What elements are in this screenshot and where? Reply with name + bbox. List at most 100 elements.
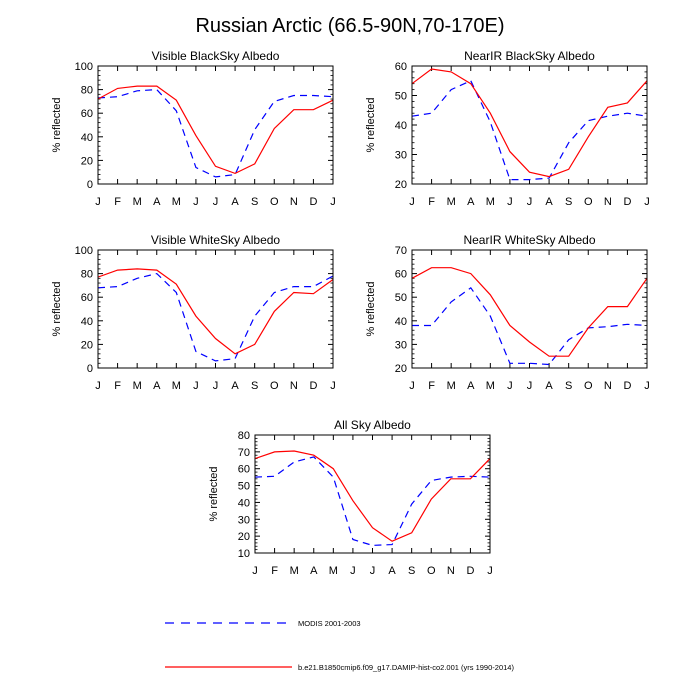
x-tick-label: J (193, 380, 199, 392)
x-tick-label: N (290, 380, 298, 392)
x-tick-label: O (270, 380, 279, 392)
x-tick-label: N (604, 380, 612, 392)
y-tick-label: 60 (395, 269, 407, 281)
series-line-modis (412, 80, 647, 181)
x-tick-label: A (153, 196, 161, 208)
x-tick-label: S (408, 565, 415, 577)
x-tick-label: D (309, 380, 317, 392)
x-tick-label: N (604, 196, 612, 208)
x-tick-label: F (271, 565, 278, 577)
x-tick-label: J (213, 196, 219, 208)
x-tick-label: N (290, 196, 298, 208)
y-axis-label: % reflected (208, 466, 220, 521)
x-tick-label: O (270, 196, 279, 208)
y-tick-label: 0 (87, 363, 93, 375)
x-tick-label: J (527, 380, 533, 392)
x-tick-label: D (309, 196, 317, 208)
x-tick-label: S (251, 196, 258, 208)
y-tick-label: 60 (395, 61, 407, 73)
panel-title: All Sky Albedo (334, 418, 411, 432)
chart-panel-2: NearIR BlackSky Albedo % reflected 20 30 40 5… (365, 49, 650, 208)
y-tick-label: 20 (81, 155, 93, 167)
y-tick-label: 70 (395, 245, 407, 257)
x-tick-label: A (231, 380, 239, 392)
y-tick-label: 80 (81, 85, 93, 97)
figure-title: Russian Arctic (66.5-90N,70-170E) (195, 15, 504, 37)
y-axis-label: % reflected (51, 281, 63, 336)
x-tick-label: S (565, 380, 572, 392)
x-tick-label: S (565, 196, 572, 208)
x-tick-label: A (545, 196, 553, 208)
series-line-model (412, 68, 647, 178)
x-tick-label: J (252, 565, 258, 577)
series-line-model (412, 267, 647, 357)
x-tick-label: J (370, 565, 376, 577)
series-line-modis (98, 88, 333, 178)
y-tick-label: 40 (81, 316, 93, 328)
y-tick-label: 60 (238, 464, 250, 476)
x-tick-label: A (467, 196, 475, 208)
y-tick-label: 40 (238, 497, 250, 509)
y-tick-label: 50 (238, 481, 250, 493)
x-tick-label: A (310, 565, 318, 577)
panel-title: Visible BlackSky Albedo (152, 49, 280, 63)
y-tick-label: 70 (238, 447, 250, 459)
x-tick-label: D (466, 565, 474, 577)
x-tick-label: M (486, 196, 495, 208)
x-tick-label: A (153, 380, 161, 392)
x-tick-label: F (114, 380, 121, 392)
x-tick-label: J (527, 196, 533, 208)
y-tick-label: 60 (81, 108, 93, 120)
x-tick-label: O (584, 196, 593, 208)
y-tick-label: 80 (81, 269, 93, 281)
x-tick-label: A (545, 380, 553, 392)
y-tick-label: 40 (81, 132, 93, 144)
y-axis-label: % reflected (51, 97, 63, 152)
x-tick-label: J (193, 196, 199, 208)
series-line-modis (412, 286, 647, 366)
x-tick-label: D (623, 196, 631, 208)
x-tick-label: M (447, 196, 456, 208)
x-tick-label: M (329, 565, 338, 577)
plot-frame (97, 249, 334, 369)
y-tick-label: 30 (238, 514, 250, 526)
x-tick-label: O (584, 380, 593, 392)
x-tick-label: J (409, 380, 415, 392)
x-tick-label: F (114, 196, 121, 208)
series-line-modis (98, 272, 333, 362)
x-tick-label: J (330, 196, 336, 208)
y-axis-label: % reflected (365, 281, 377, 336)
x-tick-label: F (428, 196, 435, 208)
chart-panel-4: NearIR WhiteSky Albedo % reflected 20 30 40 5… (365, 233, 650, 392)
series-line-model (98, 85, 333, 175)
x-tick-label: M (486, 380, 495, 392)
x-tick-label: J (409, 196, 415, 208)
x-tick-label: J (507, 196, 513, 208)
y-tick-label: 80 (238, 430, 250, 442)
chart-panel-1: Visible BlackSky Albedo % reflected 0 20 40 6… (51, 49, 336, 208)
y-tick-label: 40 (395, 316, 407, 328)
y-tick-label: 20 (395, 179, 407, 191)
x-tick-label: D (623, 380, 631, 392)
x-tick-label: J (507, 380, 513, 392)
x-tick-label: M (133, 196, 142, 208)
legend-label: b.e21.B1850cmip6.f09_g17.DAMIP-hist-co2.… (298, 663, 514, 672)
plot-frame (411, 249, 648, 369)
x-tick-label: J (95, 380, 101, 392)
legend-label: MODIS 2001-2003 (298, 619, 361, 628)
series-line-model (255, 450, 490, 542)
plot-frame (254, 434, 491, 554)
x-tick-label: M (447, 380, 456, 392)
y-tick-label: 30 (395, 339, 407, 351)
legend: MODIS 2001-2003 b.e21.B1850cmip6.f09_g17.… (165, 619, 514, 672)
x-tick-label: J (644, 380, 650, 392)
x-tick-label: M (172, 380, 181, 392)
x-tick-label: J (95, 196, 101, 208)
y-tick-label: 40 (395, 120, 407, 132)
x-tick-label: N (447, 565, 455, 577)
x-tick-label: A (231, 196, 239, 208)
y-tick-label: 10 (238, 548, 250, 560)
panel-title: NearIR WhiteSky Albedo (463, 233, 595, 247)
chart-panels: Visible BlackSky Albedo % reflected 0 20 40 6… (51, 49, 650, 577)
